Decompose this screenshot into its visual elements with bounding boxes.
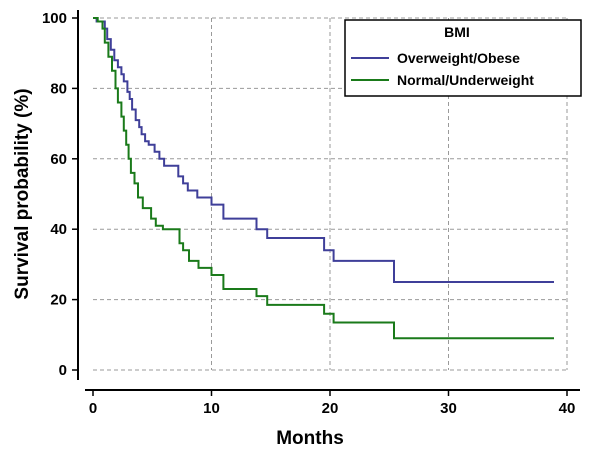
- x-tick-label: 20: [322, 400, 339, 417]
- x-tick-label: 0: [89, 400, 97, 417]
- legend-title: BMI: [444, 24, 470, 40]
- series-line-normal-underweight: [93, 17, 554, 340]
- x-tick-label: 40: [559, 400, 576, 417]
- axes: [72, 10, 580, 396]
- series-lines: [93, 17, 554, 340]
- y-tick-label: 0: [59, 362, 67, 379]
- legend-entries: Overweight/Obese Normal/Underweight: [351, 50, 534, 88]
- y-tick-label: 40: [50, 221, 67, 238]
- y-axis-label: Survival probability (%): [12, 88, 33, 299]
- y-tick-label: 80: [50, 80, 67, 97]
- x-axis-label: Months: [276, 428, 344, 449]
- x-tick-label: 10: [203, 400, 220, 417]
- y-tick-label: 100: [42, 10, 67, 27]
- legend-label: Normal/Underweight: [397, 72, 534, 88]
- x-tick-label: 30: [440, 400, 457, 417]
- y-tick-label: 20: [50, 292, 67, 309]
- tick-labels: 0 20 40 60 80 100 0 10 20 30 40: [42, 10, 575, 417]
- y-tick-label: 60: [50, 151, 67, 168]
- legend: BMI Overweight/Obese Normal/Underweight: [344, 19, 582, 97]
- series-line-overweight-obese: [93, 17, 554, 283]
- legend-label: Overweight/Obese: [397, 50, 520, 66]
